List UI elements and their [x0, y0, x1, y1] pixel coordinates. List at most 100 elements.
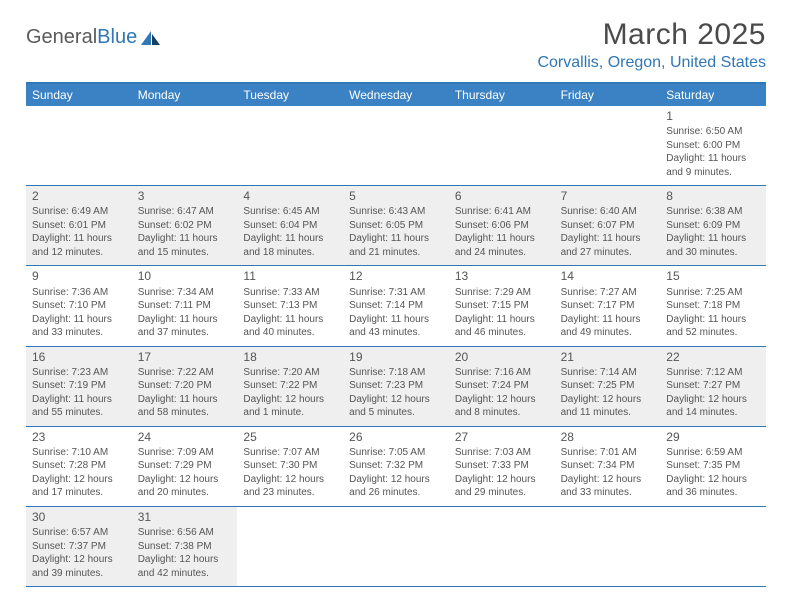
sunrise-text: Sunrise: 6:43 AM	[349, 205, 443, 219]
sunset-text: Sunset: 7:30 PM	[243, 459, 337, 473]
day-cell: 7Sunrise: 6:40 AMSunset: 6:07 PMDaylight…	[555, 186, 661, 265]
sunrise-text: Sunrise: 7:29 AM	[455, 286, 549, 300]
sunrise-text: Sunrise: 7:33 AM	[243, 286, 337, 300]
day-cell: 24Sunrise: 7:09 AMSunset: 7:29 PMDayligh…	[132, 427, 238, 506]
daylight-text: Daylight: 12 hours and 20 minutes.	[138, 473, 232, 500]
sunrise-text: Sunrise: 7:03 AM	[455, 446, 549, 460]
sunrise-text: Sunrise: 7:16 AM	[455, 366, 549, 380]
day-cell: 17Sunrise: 7:22 AMSunset: 7:20 PMDayligh…	[132, 347, 238, 426]
sunrise-text: Sunrise: 7:31 AM	[349, 286, 443, 300]
day-cell	[343, 507, 449, 586]
day-number: 24	[138, 429, 232, 445]
sunrise-text: Sunrise: 6:50 AM	[666, 125, 760, 139]
header-row: GeneralBlue March 2025 Corvallis, Oregon…	[26, 18, 766, 72]
day-header-sun: Sunday	[26, 84, 132, 106]
day-header-wed: Wednesday	[343, 84, 449, 106]
calendar-grid: Sunday Monday Tuesday Wednesday Thursday…	[26, 82, 766, 587]
week-row: 9Sunrise: 7:36 AMSunset: 7:10 PMDaylight…	[26, 266, 766, 346]
day-cell: 30Sunrise: 6:57 AMSunset: 7:37 PMDayligh…	[26, 507, 132, 586]
sunset-text: Sunset: 6:00 PM	[666, 139, 760, 153]
day-header-tue: Tuesday	[237, 84, 343, 106]
daylight-text: Daylight: 12 hours and 29 minutes.	[455, 473, 549, 500]
day-cell	[449, 106, 555, 185]
daylight-text: Daylight: 12 hours and 23 minutes.	[243, 473, 337, 500]
daylight-text: Daylight: 11 hours and 40 minutes.	[243, 313, 337, 340]
day-cell: 11Sunrise: 7:33 AMSunset: 7:13 PMDayligh…	[237, 266, 343, 345]
day-header-fri: Friday	[555, 84, 661, 106]
daylight-text: Daylight: 12 hours and 5 minutes.	[349, 393, 443, 420]
sunrise-text: Sunrise: 7:05 AM	[349, 446, 443, 460]
daylight-text: Daylight: 11 hours and 43 minutes.	[349, 313, 443, 340]
day-cell: 25Sunrise: 7:07 AMSunset: 7:30 PMDayligh…	[237, 427, 343, 506]
sunset-text: Sunset: 6:04 PM	[243, 219, 337, 233]
sunrise-text: Sunrise: 7:12 AM	[666, 366, 760, 380]
day-cell: 3Sunrise: 6:47 AMSunset: 6:02 PMDaylight…	[132, 186, 238, 265]
daylight-text: Daylight: 11 hours and 15 minutes.	[138, 232, 232, 259]
sunrise-text: Sunrise: 7:34 AM	[138, 286, 232, 300]
daylight-text: Daylight: 11 hours and 9 minutes.	[666, 152, 760, 179]
sunrise-text: Sunrise: 7:22 AM	[138, 366, 232, 380]
sunrise-text: Sunrise: 6:57 AM	[32, 526, 126, 540]
daylight-text: Daylight: 11 hours and 18 minutes.	[243, 232, 337, 259]
day-number: 18	[243, 349, 337, 365]
day-cell: 23Sunrise: 7:10 AMSunset: 7:28 PMDayligh…	[26, 427, 132, 506]
day-cell: 2Sunrise: 6:49 AMSunset: 6:01 PMDaylight…	[26, 186, 132, 265]
day-number: 1	[666, 108, 760, 124]
day-cell	[343, 106, 449, 185]
logo-text-2: Blue	[97, 26, 137, 49]
sunrise-text: Sunrise: 7:20 AM	[243, 366, 337, 380]
sunset-text: Sunset: 7:32 PM	[349, 459, 443, 473]
day-cell: 13Sunrise: 7:29 AMSunset: 7:15 PMDayligh…	[449, 266, 555, 345]
day-number: 22	[666, 349, 760, 365]
sunset-text: Sunset: 7:19 PM	[32, 379, 126, 393]
day-cell: 1Sunrise: 6:50 AMSunset: 6:00 PMDaylight…	[660, 106, 766, 185]
daylight-text: Daylight: 11 hours and 52 minutes.	[666, 313, 760, 340]
day-header-sat: Saturday	[660, 84, 766, 106]
sunset-text: Sunset: 7:14 PM	[349, 299, 443, 313]
daylight-text: Daylight: 11 hours and 49 minutes.	[561, 313, 655, 340]
sunset-text: Sunset: 7:34 PM	[561, 459, 655, 473]
sunrise-text: Sunrise: 7:09 AM	[138, 446, 232, 460]
sunrise-text: Sunrise: 6:45 AM	[243, 205, 337, 219]
daylight-text: Daylight: 11 hours and 24 minutes.	[455, 232, 549, 259]
day-cell: 20Sunrise: 7:16 AMSunset: 7:24 PMDayligh…	[449, 347, 555, 426]
sunrise-text: Sunrise: 7:10 AM	[32, 446, 126, 460]
daylight-text: Daylight: 12 hours and 8 minutes.	[455, 393, 549, 420]
logo-sail-icon	[139, 29, 163, 47]
day-number: 2	[32, 188, 126, 204]
day-cell: 8Sunrise: 6:38 AMSunset: 6:09 PMDaylight…	[660, 186, 766, 265]
day-cell: 5Sunrise: 6:43 AMSunset: 6:05 PMDaylight…	[343, 186, 449, 265]
sunset-text: Sunset: 7:13 PM	[243, 299, 337, 313]
sunset-text: Sunset: 7:24 PM	[455, 379, 549, 393]
sunset-text: Sunset: 7:27 PM	[666, 379, 760, 393]
sunrise-text: Sunrise: 7:27 AM	[561, 286, 655, 300]
sunset-text: Sunset: 6:05 PM	[349, 219, 443, 233]
sunset-text: Sunset: 7:29 PM	[138, 459, 232, 473]
day-number: 19	[349, 349, 443, 365]
sunrise-text: Sunrise: 6:47 AM	[138, 205, 232, 219]
day-number: 12	[349, 268, 443, 284]
sunset-text: Sunset: 7:15 PM	[455, 299, 549, 313]
sunset-text: Sunset: 7:11 PM	[138, 299, 232, 313]
week-row: 2Sunrise: 6:49 AMSunset: 6:01 PMDaylight…	[26, 186, 766, 266]
sunset-text: Sunset: 7:25 PM	[561, 379, 655, 393]
daylight-text: Daylight: 11 hours and 58 minutes.	[138, 393, 232, 420]
day-header-row: Sunday Monday Tuesday Wednesday Thursday…	[26, 84, 766, 106]
week-row: 23Sunrise: 7:10 AMSunset: 7:28 PMDayligh…	[26, 427, 766, 507]
sunset-text: Sunset: 7:10 PM	[32, 299, 126, 313]
day-number: 31	[138, 509, 232, 525]
sunrise-text: Sunrise: 7:18 AM	[349, 366, 443, 380]
daylight-text: Daylight: 11 hours and 21 minutes.	[349, 232, 443, 259]
day-number: 17	[138, 349, 232, 365]
day-cell: 6Sunrise: 6:41 AMSunset: 6:06 PMDaylight…	[449, 186, 555, 265]
sunrise-text: Sunrise: 6:38 AM	[666, 205, 760, 219]
daylight-text: Daylight: 11 hours and 46 minutes.	[455, 313, 549, 340]
sunrise-text: Sunrise: 7:23 AM	[32, 366, 126, 380]
sunrise-text: Sunrise: 6:56 AM	[138, 526, 232, 540]
daylight-text: Daylight: 12 hours and 33 minutes.	[561, 473, 655, 500]
day-number: 15	[666, 268, 760, 284]
day-cell: 22Sunrise: 7:12 AMSunset: 7:27 PMDayligh…	[660, 347, 766, 426]
sunrise-text: Sunrise: 7:01 AM	[561, 446, 655, 460]
day-number: 27	[455, 429, 549, 445]
weeks-container: 1Sunrise: 6:50 AMSunset: 6:00 PMDaylight…	[26, 106, 766, 587]
